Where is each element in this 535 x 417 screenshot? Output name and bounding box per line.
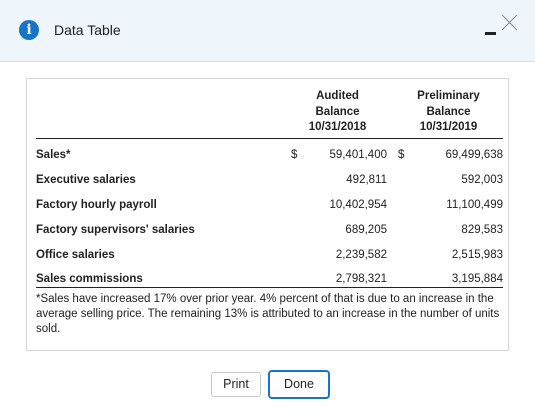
preliminary-value: 11,100,499: [446, 199, 503, 211]
column-header-line: Balance: [426, 105, 471, 118]
column-header-line: Audited: [316, 90, 359, 102]
audited-value: 2,798,321: [335, 273, 387, 285]
audited-value: 2,239,582: [335, 249, 387, 261]
data-table-panel: Audited Balance 10/31/2018 Preliminary B…: [26, 78, 509, 351]
header-divider: [36, 138, 503, 139]
dialog-title: Data Table: [54, 22, 121, 38]
close-icon[interactable]: [502, 14, 518, 30]
table-row: Sales commissions 2,798,321 3,195,884: [36, 273, 503, 289]
footnote: *Sales have increased 17% over prior yea…: [36, 293, 500, 335]
print-button[interactable]: Print: [211, 372, 261, 397]
preliminary-value: 592,003: [461, 174, 503, 186]
table-row: Factory supervisors' salaries 689,205 82…: [36, 224, 503, 240]
title-bar: i Data Table: [0, 0, 535, 62]
currency-symbol: $: [291, 149, 298, 161]
column-header-line: 10/31/2019: [419, 121, 478, 133]
footer-divider: [36, 287, 503, 288]
column-header-audited: Audited Balance 10/31/2018: [295, 89, 380, 136]
row-label: Factory supervisors' salaries: [36, 224, 195, 236]
audited-value: 492,811: [346, 174, 387, 186]
table-row: Office salaries 2,239,582 2,515,983: [36, 249, 503, 265]
row-label: Executive salaries: [36, 174, 136, 186]
table-row: Factory hourly payroll 10,402,954 11,100…: [36, 199, 503, 215]
currency-symbol: $: [398, 149, 405, 161]
audited-value: 59,401,400: [329, 149, 387, 161]
row-label: Sales*: [36, 149, 71, 161]
column-header-line: Preliminary: [417, 90, 480, 102]
audited-value: 689,205: [345, 224, 387, 236]
table-row: Executive salaries 492,811 592,003: [36, 174, 503, 190]
row-label: Office salaries: [36, 249, 115, 261]
preliminary-value: 3,195,884: [451, 273, 503, 285]
info-icon: i: [19, 20, 39, 40]
column-header-line: Balance: [315, 105, 360, 118]
preliminary-value: 829,583: [461, 224, 503, 236]
row-label: Sales commissions: [36, 273, 143, 285]
column-header-preliminary: Preliminary Balance 10/31/2019: [401, 89, 496, 136]
done-button[interactable]: Done: [268, 370, 330, 399]
table-row: Sales* $ 59,401,400 $ 69,499,638: [36, 149, 503, 165]
column-header-line: 10/31/2018: [308, 121, 367, 133]
preliminary-value: 69,499,638: [445, 149, 503, 161]
minimize-icon[interactable]: [484, 22, 498, 36]
audited-value: 10,402,954: [329, 199, 387, 211]
preliminary-value: 2,515,983: [451, 249, 503, 261]
row-label: Factory hourly payroll: [36, 199, 157, 211]
